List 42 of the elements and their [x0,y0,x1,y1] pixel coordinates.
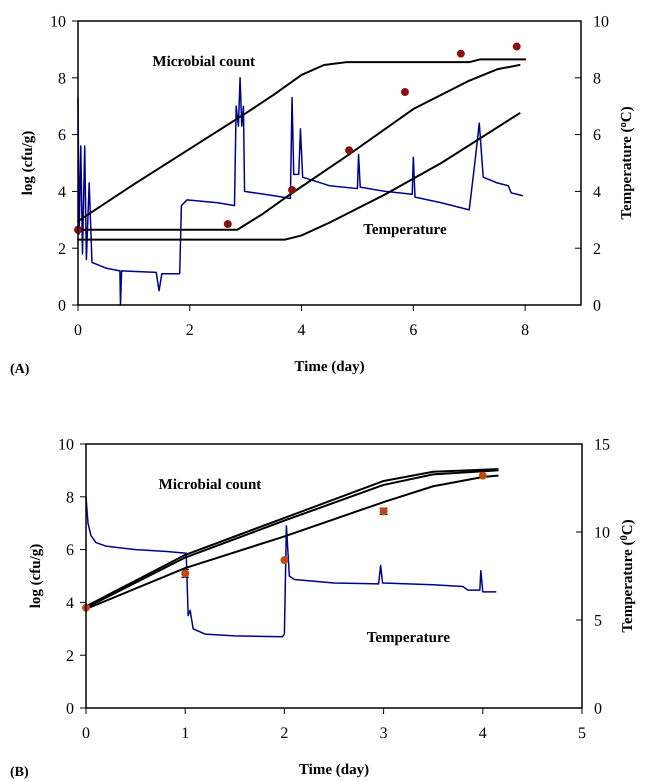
y-tick-label: 0 [66,700,74,718]
y2-tick-label: 8 [593,70,601,88]
y-tick-label: 10 [50,14,66,31]
x-tick-label: 2 [280,725,288,742]
y2-tick-label: 0 [593,298,601,315]
x-tick-label: 5 [578,725,586,742]
y-axis-title: log (cfu/g) [20,130,36,196]
y2-tick-label: 15 [594,436,610,454]
x-tick-label: 4 [298,322,306,339]
x-tick-label: 2 [186,322,194,339]
y2-tick-label: 10 [594,524,610,542]
y-axis-title: log (cfu/g) [28,544,44,608]
y-tick-label: 10 [58,436,74,454]
annotation: Temperature [363,222,447,238]
x-tick-label: 8 [521,322,530,339]
y2-tick-label: 10 [593,14,609,31]
y2-tick-label: 0 [594,700,602,718]
annotation: Temperature [366,630,450,646]
y-tick-label: 2 [58,240,66,258]
annotation: Microbial count [152,54,256,70]
x-axis-title: Time (day) [298,762,370,778]
y-tick-label: 8 [66,489,74,506]
y2-tick-label: 4 [593,184,601,201]
y-tick-label: 2 [66,648,74,665]
y2-tick-label: 6 [593,127,601,144]
y-tick-label: 4 [58,184,66,201]
y-tick-label: 6 [66,542,74,560]
x-tick-label: 1 [181,725,190,742]
x-tick-label: 3 [380,725,388,742]
y2-tick-label: 5 [594,612,602,630]
x-tick-label: 6 [409,322,418,339]
text: (A) [10,362,30,377]
y-tick-label: 0 [58,298,66,315]
annotation: Microbial count [158,477,262,493]
y2-tick-label: 2 [593,240,601,258]
y-tick-label: 8 [58,70,66,88]
text: (B) [10,765,29,780]
x-axis-title: Time (day) [294,359,365,375]
x-tick-label: 4 [478,725,487,742]
y-tick-label: 6 [58,127,66,144]
x-tick-label: 0 [82,725,90,742]
y-tick-label: 4 [66,595,74,612]
